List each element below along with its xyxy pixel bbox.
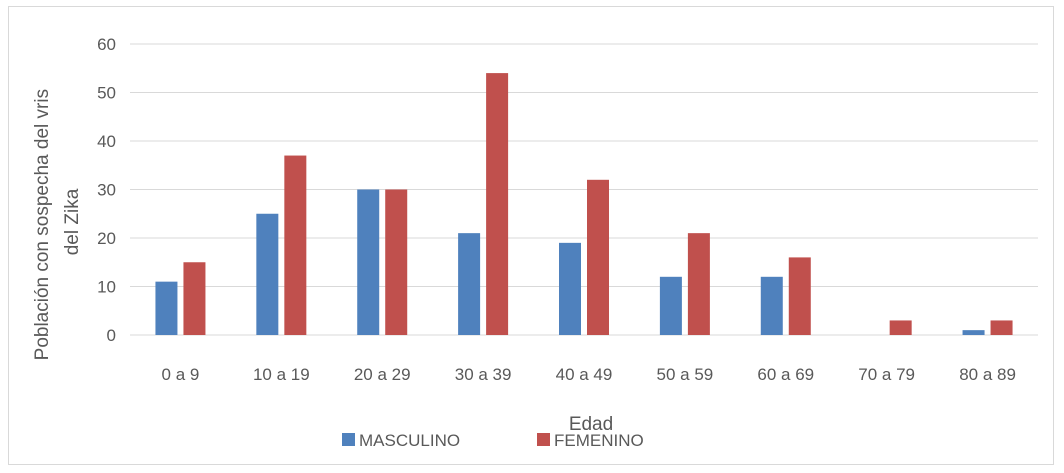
bar-masculino: [458, 233, 481, 335]
y-tick-label: 20: [97, 229, 116, 248]
y-tick-label: 30: [97, 181, 116, 200]
bar-femenino: [183, 262, 206, 335]
x-tick-label: 0 a 9: [162, 365, 200, 384]
x-tick-label: 50 a 59: [657, 365, 714, 384]
legend-swatch-femenino: [537, 433, 550, 446]
legend: MASCULINO FEMENINO: [342, 431, 644, 450]
x-axis-ticks: 0 a 9 10 a 19 20 a 29 30 a 39 40 a 49 50 a 59…: [162, 365, 1016, 384]
bar-masculino: [256, 213, 279, 335]
y-axis-title: Población con sospecha del vris del Zika: [32, 84, 83, 361]
bar-femenino: [788, 257, 811, 335]
x-tick-label: 80 a 89: [959, 365, 1016, 384]
chart-frame: [8, 6, 1054, 465]
x-tick-label: 30 a 39: [455, 365, 512, 384]
bar-femenino: [486, 73, 509, 335]
y-tick-label: 0: [107, 326, 116, 345]
bar-masculino: [155, 281, 178, 335]
bar-masculino: [962, 330, 985, 335]
legend-swatch-masculino: [342, 433, 355, 446]
legend-label-masculino: MASCULINO: [359, 431, 460, 450]
bar-masculino: [357, 189, 380, 335]
bars: [155, 73, 1013, 335]
grid-lines: [130, 43, 1038, 336]
bar-femenino: [385, 189, 408, 335]
bar-masculino: [559, 242, 581, 335]
x-tick-label: 40 a 49: [556, 365, 613, 384]
x-tick-label: 20 a 29: [354, 365, 411, 384]
x-tick-label: 60 a 69: [757, 365, 814, 384]
x-tick-label: 10 a 19: [253, 365, 310, 384]
bar-femenino: [587, 179, 609, 335]
bar-femenino: [990, 320, 1013, 335]
y-tick-label: 40: [97, 132, 116, 151]
legend-label-femenino: FEMENINO: [554, 431, 644, 450]
bar-femenino: [889, 320, 912, 335]
bar-masculino: [659, 276, 682, 335]
bar-femenino: [284, 155, 307, 335]
bar-masculino: [760, 276, 783, 335]
y-tick-label: 10: [97, 278, 116, 297]
y-tick-label: 60: [97, 35, 116, 54]
x-axis-title: Edad: [569, 414, 613, 435]
y-tick-label: 50: [97, 84, 116, 103]
x-tick-label: 70 a 79: [858, 365, 915, 384]
bar-femenino: [687, 233, 710, 335]
y-axis-ticks: 0 10 20 30 40 50 60: [97, 35, 116, 345]
